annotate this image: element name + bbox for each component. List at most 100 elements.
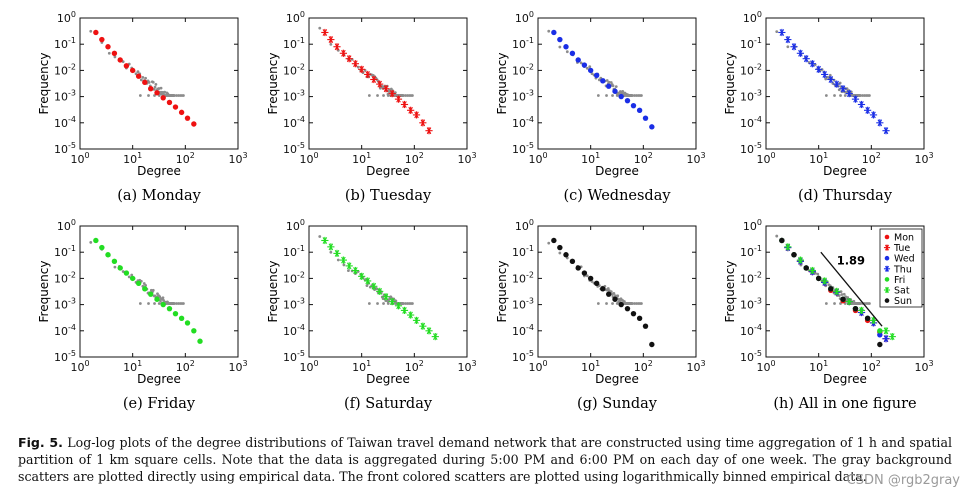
- gray-point: [588, 65, 592, 69]
- gray-point: [147, 94, 150, 97]
- gray-point: [107, 51, 111, 55]
- subplot-f: 100 101 102 103 10-5 10-4 10-3 10-2 10-1 100 Degre…: [266, 218, 477, 412]
- gray-point: [411, 302, 414, 305]
- legend-label-tue: Tue: [893, 243, 910, 254]
- x-tick-label: 102: [176, 359, 195, 374]
- data-point-mon: [111, 50, 118, 56]
- y-tick-label: 100: [743, 218, 762, 233]
- data-point-fri: [135, 280, 142, 287]
- gray-point: [329, 42, 333, 46]
- figure-caption: Fig. 5. Log-log plots of the degree dist…: [18, 434, 952, 486]
- gray-point: [633, 302, 636, 305]
- y-tick-label: 10-5: [54, 349, 76, 364]
- gray-point: [630, 302, 634, 305]
- data-point-sat: [321, 236, 329, 245]
- gray-point: [175, 302, 178, 305]
- axes-box: [765, 17, 925, 150]
- y-tick-label: 10-4: [740, 115, 762, 130]
- data-point-sat: [339, 256, 348, 264]
- gray-point: [136, 70, 140, 74]
- x-axis-label: Degree: [823, 164, 867, 178]
- gray-point: [833, 94, 836, 97]
- series-sun: [551, 237, 655, 348]
- gray-point: [824, 302, 828, 305]
- data-point-sat: [370, 282, 378, 290]
- data-point-mon: [117, 57, 123, 63]
- subcaption: (b) Tuesday: [345, 188, 432, 204]
- y-tick-label: 10-5: [740, 349, 762, 364]
- gray-point: [404, 302, 407, 305]
- data-point-sat: [882, 327, 890, 335]
- y-tick-label: 10-1: [54, 36, 76, 51]
- gray-point: [153, 94, 156, 97]
- data-point-tue: [339, 49, 348, 57]
- subplot-d: 100 101 102 103 10-5 10-4 10-3 10-2 10-1 100 Degre…: [723, 10, 934, 204]
- data-point-thu: [796, 49, 805, 57]
- x-tick-label: 100: [70, 151, 89, 166]
- axes-box: [537, 17, 697, 150]
- gray-point: [851, 94, 854, 97]
- data-point-thu: [845, 90, 853, 98]
- data-point-wed: [624, 97, 631, 104]
- axes-box: [308, 17, 468, 150]
- y-tick-label: 10-5: [283, 349, 305, 364]
- data-point-fri: [111, 258, 118, 264]
- data-point-fri: [191, 328, 197, 334]
- axes-box: [537, 225, 697, 358]
- gray-point: [621, 89, 625, 93]
- subcaption: (d) Thursday: [798, 188, 893, 204]
- series-sat: [321, 236, 439, 341]
- gray-point: [611, 302, 614, 305]
- gray-point: [640, 302, 643, 305]
- gray-point: [157, 302, 161, 305]
- x-tick-label: 100: [528, 151, 547, 166]
- data-point-tue: [388, 90, 396, 98]
- gray-point: [182, 94, 185, 97]
- gray-point: [611, 84, 615, 88]
- y-tick-label: 10-1: [283, 36, 305, 51]
- gray-point: [147, 80, 151, 84]
- data-point-sun: [840, 296, 846, 302]
- gray-point: [606, 287, 610, 290]
- data-point-mon: [99, 36, 105, 43]
- data-point-sat: [345, 262, 353, 270]
- gray-point: [611, 94, 614, 97]
- background-empirical-scatter: [318, 235, 414, 305]
- gray-point: [565, 50, 569, 54]
- data-point-thu: [869, 111, 878, 119]
- data-point-sun: [569, 258, 576, 264]
- data-point-sun: [649, 341, 655, 348]
- x-tick-label: 101: [123, 151, 142, 166]
- gray-point: [397, 94, 400, 97]
- data-point-fri: [123, 270, 130, 276]
- y-tick-label: 10-4: [283, 115, 305, 130]
- gray-point: [839, 94, 842, 97]
- gray-point: [113, 55, 117, 59]
- subplot-b: 100 101 102 103 10-5 10-4 10-3 10-2 10-1 100 Degre…: [266, 10, 477, 204]
- data-point-mon: [135, 73, 142, 79]
- x-tick-label: 100: [299, 359, 318, 374]
- x-tick-label: 103: [686, 359, 705, 374]
- data-point-mon: [172, 104, 179, 110]
- gray-point: [156, 292, 159, 296]
- x-tick-label: 102: [862, 151, 881, 166]
- gray-point: [161, 296, 165, 300]
- y-tick-label: 100: [743, 10, 762, 25]
- x-axis-label: Degree: [137, 164, 181, 178]
- data-point-sat: [425, 327, 433, 335]
- legend-label-mon: Mon: [894, 233, 914, 244]
- gray-point: [170, 94, 174, 97]
- data-point-thu: [864, 106, 872, 114]
- data-point-fri: [148, 291, 154, 297]
- gray-point: [157, 87, 161, 90]
- x-tick-label: 100: [756, 151, 775, 166]
- background-empirical-scatter: [775, 30, 871, 97]
- x-tick-label: 101: [352, 151, 371, 166]
- gray-point: [89, 29, 93, 33]
- gray-point: [138, 94, 142, 97]
- y-tick-label: 10-4: [54, 323, 76, 338]
- data-point-sun: [587, 275, 594, 282]
- data-point-sat: [431, 333, 439, 341]
- x-axis-label: Degree: [137, 372, 181, 386]
- data-point-sat: [333, 249, 341, 257]
